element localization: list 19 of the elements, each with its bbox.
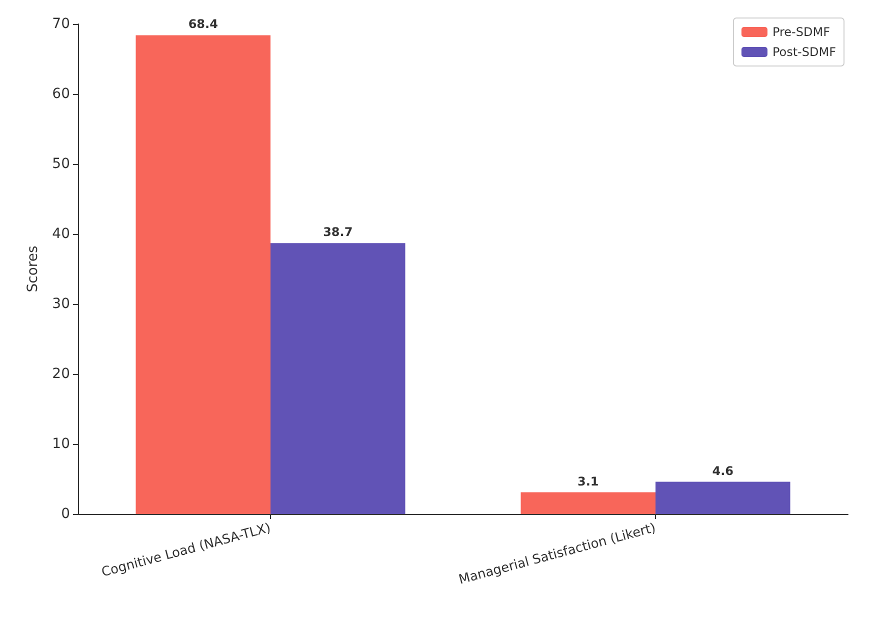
bar bbox=[270, 243, 406, 514]
bar bbox=[656, 482, 790, 514]
bar bbox=[520, 492, 656, 514]
y-tick-label: 20 bbox=[52, 366, 70, 382]
y-tick-label: 70 bbox=[52, 16, 70, 32]
data-label: 38.7 bbox=[323, 225, 353, 240]
data-label: 4.6 bbox=[712, 464, 734, 478]
legend-label: Pre-SDMF bbox=[772, 25, 830, 39]
y-tick-label: 40 bbox=[52, 226, 70, 242]
y-axis-title: Scores bbox=[25, 246, 41, 292]
y-tick-label: 60 bbox=[52, 86, 70, 102]
bar bbox=[136, 35, 270, 514]
legend-label: Post-SDMF bbox=[772, 45, 836, 59]
y-tick-label: 30 bbox=[52, 296, 70, 312]
data-label: 68.4 bbox=[188, 17, 218, 32]
y-tick-label: 50 bbox=[52, 156, 70, 172]
data-label: 3.1 bbox=[577, 474, 599, 488]
y-tick-label: 10 bbox=[52, 436, 70, 452]
y-tick-label: 0 bbox=[61, 506, 70, 522]
